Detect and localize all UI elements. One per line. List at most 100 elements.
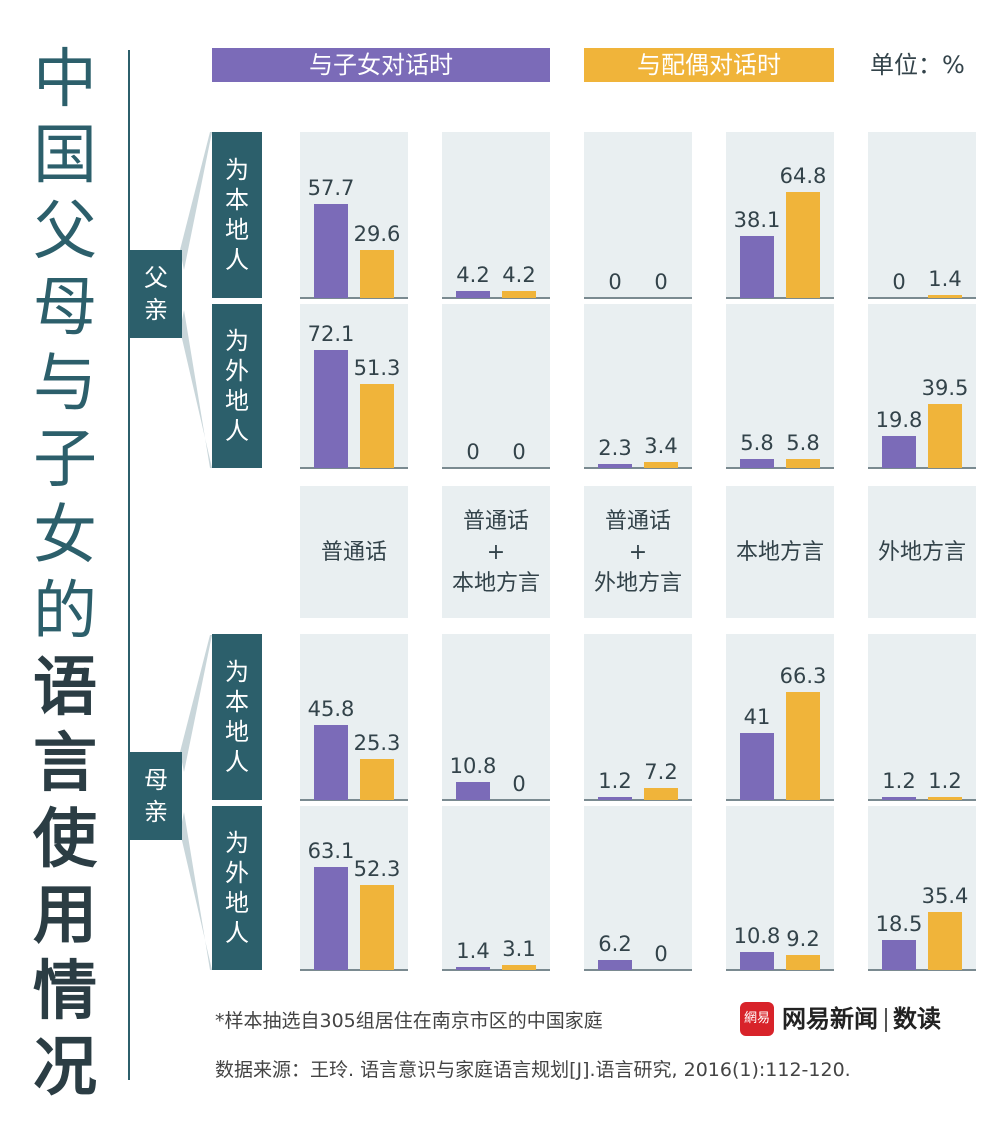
title-char: 子 (33, 423, 97, 497)
origin-label: 为本地人 (212, 634, 262, 800)
data-label: 4.2 (456, 263, 490, 288)
origin-char: 人 (225, 417, 249, 445)
bar-baseline (868, 969, 976, 971)
bar-baseline (868, 799, 976, 801)
bar-baseline (300, 969, 408, 971)
data-label: 3.1 (502, 936, 536, 961)
title-char: 女 (33, 499, 97, 573)
title-char: 中 (33, 43, 97, 117)
bar-spouse (786, 458, 820, 468)
data-label: 41 (743, 705, 771, 730)
category-line: 外地方言 (593, 570, 682, 596)
data-label: 7.2 (644, 760, 678, 785)
bar-baseline (300, 467, 408, 469)
data-label: 39.5 (921, 375, 969, 400)
netease-logo-icon: 網易 (740, 1002, 774, 1036)
title-char: 的 (33, 575, 97, 649)
category-line: + (486, 539, 506, 565)
data-label: 18.5 (875, 911, 923, 936)
bracket-lines (180, 132, 212, 970)
origin-char: 外 (225, 357, 249, 385)
bar-spouse (502, 964, 536, 970)
legend-spouse-label: 与配偶对话时 (637, 51, 781, 79)
category-label: 普通话 + 本地方言 (432, 506, 560, 599)
bar-spouse (360, 249, 394, 298)
category-line: + (628, 539, 648, 565)
data-label: 1.4 (456, 939, 490, 963)
bar-children (740, 235, 774, 298)
origin-char: 人 (225, 748, 249, 776)
bar-baseline (584, 467, 692, 469)
title-char: 与 (33, 347, 97, 421)
bar-spouse (360, 384, 394, 468)
bar-baseline (442, 467, 550, 469)
title-char: 用 (33, 879, 97, 953)
category-label: 外地方言 (858, 537, 986, 568)
title-char: 情 (33, 955, 97, 1029)
data-label: 63.1 (307, 839, 355, 864)
bar-children (598, 464, 632, 468)
data-label: 6.2 (598, 931, 632, 956)
title-char: 况 (33, 1031, 97, 1105)
bar-spouse (644, 462, 678, 468)
chart-panel (726, 806, 834, 970)
category-panel (868, 486, 976, 618)
parent-label: 父亲 (130, 250, 182, 338)
category-label: 普通话 + 外地方言 (574, 506, 702, 599)
data-label: 52.3 (353, 856, 401, 881)
category-panel (584, 486, 692, 618)
data-label: 66.3 (779, 663, 827, 688)
chart-panel (442, 634, 550, 800)
data-label: 10.8 (449, 754, 497, 779)
sample-note: *样本抽选自305组居住在南京市区的中国家庭 (215, 1010, 603, 1032)
parent-label: 母亲 (130, 752, 182, 840)
bar-baseline (726, 799, 834, 801)
bar-baseline (300, 799, 408, 801)
data-label: 38.1 (733, 207, 781, 232)
origin-char: 人 (225, 246, 249, 274)
bar-children (456, 782, 490, 800)
bar-children (314, 350, 348, 468)
origin-char: 本 (225, 688, 249, 716)
origin-label: 为本地人 (212, 132, 262, 298)
bar-spouse (644, 788, 678, 800)
origin-char: 人 (225, 919, 249, 947)
bar-spouse (360, 884, 394, 970)
category-panel (442, 486, 550, 618)
data-label: 51.3 (353, 356, 401, 381)
category-panel (300, 486, 408, 618)
origin-char: 地 (225, 718, 249, 746)
legend-children-label: 与子女对话时 (309, 51, 453, 79)
origin-char: 为 (225, 327, 249, 355)
category-line: 普通话 (604, 508, 671, 534)
origin-char: 为 (225, 829, 249, 857)
data-label: 4.2 (502, 263, 536, 288)
chart-panel (442, 806, 550, 970)
bar-children (740, 458, 774, 468)
parent-char: 亲 (144, 798, 168, 826)
bar-baseline (442, 297, 550, 299)
origin-char: 本 (225, 186, 249, 214)
data-label: 0 (512, 772, 526, 796)
data-label: 2.3 (598, 436, 632, 461)
data-label: 5.8 (786, 430, 820, 455)
origin-char: 为 (225, 156, 249, 184)
bar-children (882, 435, 916, 468)
bar-children (740, 733, 774, 800)
bar-baseline (868, 297, 976, 299)
bar-children (456, 967, 490, 970)
data-label: 0 (654, 270, 668, 294)
title-char: 使 (33, 803, 97, 877)
origin-char: 地 (225, 216, 249, 244)
bar-spouse (502, 291, 536, 298)
chart-panel (442, 132, 550, 298)
chart-panel (726, 304, 834, 468)
category-line: 普通话 (462, 508, 529, 534)
chart-panel (868, 132, 976, 298)
bar-spouse (928, 797, 962, 800)
origin-char: 地 (225, 889, 249, 917)
data-source: 数据来源：王玲. 语言意识与家庭语言规划[J].语言研究, 2016(1):11… (215, 1059, 851, 1081)
origin-char: 为 (225, 658, 249, 686)
category-line: 本地方言 (451, 570, 540, 596)
data-label: 0 (512, 440, 526, 464)
